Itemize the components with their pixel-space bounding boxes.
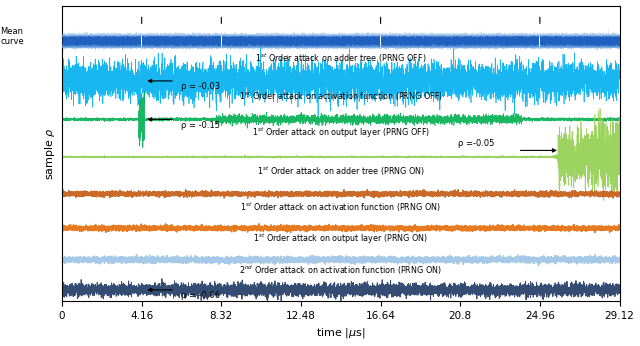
Text: ρ = -0.15: ρ = -0.15 <box>180 121 220 130</box>
Y-axis label: sample $\rho$: sample $\rho$ <box>42 127 56 180</box>
Text: ρ =-0.05: ρ =-0.05 <box>458 139 495 148</box>
Text: ρ = -0.06: ρ = -0.06 <box>180 291 220 300</box>
X-axis label: time |$\mu$s|: time |$\mu$s| <box>316 326 365 340</box>
Text: 1$^{st}$ Order attack on activation function (PRNG OFF): 1$^{st}$ Order attack on activation func… <box>239 89 443 102</box>
Text: 1$^{st}$ Order attack on adder tree (PRNG ON): 1$^{st}$ Order attack on adder tree (PRN… <box>257 165 425 178</box>
Text: 2$^{nd}$ Order attack on activation function (PRNG ON): 2$^{nd}$ Order attack on activation func… <box>239 264 442 277</box>
Text: ρ = -0.03: ρ = -0.03 <box>180 82 220 91</box>
Text: 1$^{st}$ Order attack on output layer (PRNG ON): 1$^{st}$ Order attack on output layer (P… <box>253 232 428 246</box>
Text: 1$^{st}$ Order attack on adder tree (PRNG OFF): 1$^{st}$ Order attack on adder tree (PRN… <box>255 51 426 65</box>
Text: Mean
curve: Mean curve <box>0 27 24 46</box>
Text: 1$^{st}$ Order attack on output layer (PRNG OFF): 1$^{st}$ Order attack on output layer (P… <box>252 126 430 140</box>
Text: 1$^{st}$ Order attack on activation function (PRNG ON): 1$^{st}$ Order attack on activation func… <box>240 200 441 214</box>
